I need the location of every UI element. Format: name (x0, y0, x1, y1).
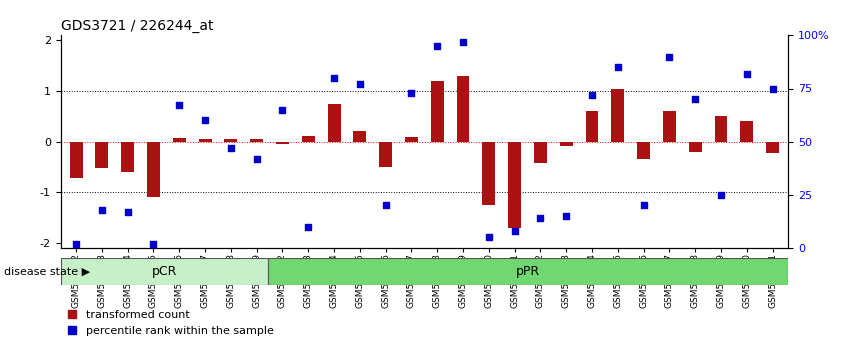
Point (559, 213, 573, 219)
Point (249, 156, 263, 161)
Point (69, 241, 83, 246)
Point (740, 71, 753, 76)
Point (224, 145, 238, 151)
Bar (766, 142, 779, 153)
Point (120, 209, 134, 215)
Bar (95, 142, 108, 168)
Point (327, 75, 341, 81)
Point (301, 224, 315, 229)
Bar (302, 136, 314, 142)
Point (172, 103, 186, 108)
Bar (714, 116, 727, 142)
Point (146, 241, 160, 246)
Point (585, 92, 599, 98)
Text: pPR: pPR (516, 265, 540, 278)
Point (637, 202, 650, 208)
Point (353, 81, 367, 87)
Point (481, 234, 495, 240)
Point (456, 39, 470, 45)
Point (198, 118, 212, 123)
Bar (198, 139, 211, 142)
Bar (173, 138, 185, 142)
Bar (353, 131, 366, 142)
Bar (482, 142, 495, 205)
Bar (611, 88, 624, 142)
Point (275, 107, 289, 113)
Bar (61, 258, 268, 285)
Point (404, 90, 418, 96)
Point (95, 207, 109, 212)
Bar (405, 137, 418, 142)
Point (430, 43, 444, 49)
Bar (268, 258, 788, 285)
Bar (585, 111, 598, 142)
Bar (508, 142, 521, 228)
Bar (688, 142, 701, 152)
Bar (637, 142, 650, 159)
Point (688, 96, 702, 102)
Bar (327, 104, 340, 142)
Bar (224, 139, 237, 142)
Bar (250, 139, 263, 142)
Point (662, 54, 676, 59)
Text: pCR: pCR (152, 265, 178, 278)
Bar (456, 76, 469, 142)
Point (766, 86, 779, 91)
Bar (276, 142, 289, 144)
Point (507, 228, 521, 234)
Bar (69, 142, 82, 178)
Point (714, 192, 728, 198)
Bar (147, 142, 160, 197)
Legend: transformed count, percentile rank within the sample: transformed count, percentile rank withi… (66, 310, 274, 336)
Point (611, 64, 624, 70)
Bar (663, 111, 675, 142)
Bar (534, 142, 546, 163)
Point (533, 215, 547, 221)
Bar (740, 121, 753, 142)
Bar (121, 142, 134, 172)
Bar (379, 142, 392, 167)
Text: disease state ▶: disease state ▶ (4, 267, 90, 277)
Point (378, 202, 392, 208)
Text: GDS3721 / 226244_at: GDS3721 / 226244_at (61, 19, 213, 33)
Bar (430, 81, 443, 142)
Bar (559, 142, 572, 145)
